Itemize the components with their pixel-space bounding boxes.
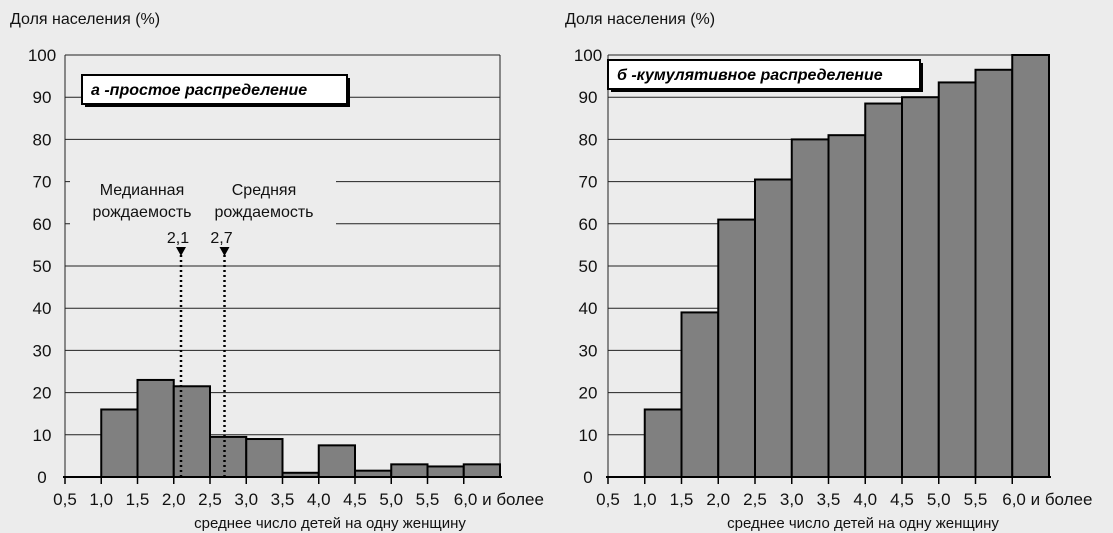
bar-5 — [790, 138, 830, 478]
panel-label: б -кумулятивное распределение — [617, 67, 883, 84]
bar-10 — [426, 465, 465, 479]
y-tick-label: 20 — [579, 384, 598, 403]
y-tick-label: 60 — [33, 215, 52, 234]
x-tick-label: 3,5 — [817, 490, 841, 509]
x-tick-label: 4,5 — [343, 490, 367, 509]
bar-4 — [754, 178, 793, 479]
y-axis-label: Доля населения (%) — [10, 11, 160, 28]
annotation-value-background — [204, 222, 245, 244]
y-tick-label: 80 — [33, 130, 52, 149]
bar-11 — [1011, 54, 1050, 478]
x-tick-label: 6,0 и более — [454, 490, 544, 509]
x-tick-label: 1,5 — [126, 490, 150, 509]
annotation-line-2: рождаемость — [92, 204, 191, 221]
x-axis-title: среднее число детей на одну женщину — [727, 515, 999, 532]
panel-b-cumulative-distribution: Доля населения (%) 0 10 20 30 40 50 60 70 80 90 100… — [565, 11, 1092, 532]
annotation-arrowhead — [219, 247, 230, 256]
x-tick-label: 4,5 — [890, 490, 914, 509]
x-tick-label: 6,0 и более — [1002, 490, 1092, 509]
x-tick-label: 3,0 — [780, 490, 804, 509]
x-tick-label: 3,5 — [271, 490, 295, 509]
y-tick-label: 100 — [574, 46, 602, 65]
y-tick-label: 30 — [579, 341, 598, 360]
bar-2 — [136, 378, 175, 478]
y-tick-label: 80 — [579, 130, 598, 149]
panel-label-box — [607, 59, 921, 90]
bar-10 — [974, 68, 1014, 479]
y-tick-label: 100 — [28, 46, 56, 65]
annotation-line-1: Медианная — [100, 182, 184, 199]
bar-7 — [317, 444, 356, 479]
x-tick-label: 1,0 — [633, 490, 657, 509]
x-tick-label: 5,5 — [416, 490, 440, 509]
x-tick-label: 5,0 — [379, 490, 403, 509]
y-tick-label: 30 — [33, 341, 52, 360]
y-tick-label: 0 — [37, 468, 46, 487]
y-axis-label: Доля населения (%) — [565, 11, 715, 28]
x-tick-label: 0,5 — [53, 490, 77, 509]
x-tick-label: 1,0 — [89, 490, 113, 509]
y-tick-label: 70 — [33, 173, 52, 192]
x-axis-title: среднее число детей на одну женщину — [194, 515, 466, 532]
bar-3 — [717, 218, 756, 479]
annotation-line-2: рождаемость — [214, 204, 313, 221]
x-tick-label: 5,0 — [927, 490, 951, 509]
panel-label: а -простое распределение — [91, 82, 307, 99]
y-tick-label: 40 — [579, 299, 598, 318]
y-tick-label: 90 — [33, 88, 52, 107]
bar-11 — [462, 463, 501, 478]
bar-6 — [827, 134, 867, 478]
annotation-value: 2,7 — [210, 230, 232, 247]
bar-3 — [172, 385, 211, 478]
annotation-line-1: Средняя — [232, 182, 297, 199]
bar-7 — [864, 102, 903, 478]
x-tick-label: 4,0 — [307, 490, 331, 509]
x-tick-label: 2,0 — [706, 490, 730, 509]
x-tick-label: 2,0 — [162, 490, 186, 509]
annotation-2: Средняя рождаемость 2,7 — [192, 180, 336, 477]
bar-9 — [937, 81, 977, 479]
y-tick-label: 60 — [579, 215, 598, 234]
x-tick-label: 1,5 — [670, 490, 694, 509]
y-tick-label: 50 — [33, 257, 52, 276]
annotation-arrowhead — [176, 247, 186, 256]
y-tick-label: 10 — [579, 426, 598, 445]
y-tick-label: 70 — [579, 173, 598, 192]
y-tick-label: 40 — [33, 299, 52, 318]
bar-1 — [643, 408, 683, 479]
bar-1 — [100, 408, 139, 479]
y-tick-label: 90 — [579, 88, 598, 107]
y-tick-label: 0 — [583, 468, 592, 487]
x-tick-label: 2,5 — [743, 490, 767, 509]
bar-5 — [245, 438, 284, 478]
y-tick-label: 20 — [33, 384, 52, 403]
x-tick-label: 2,5 — [198, 490, 222, 509]
x-tick-label: 5,5 — [964, 490, 988, 509]
annotation-1: Медианная рождаемость 2,1 — [70, 180, 214, 477]
panel-label-box — [81, 74, 348, 105]
bar-8 — [901, 96, 940, 478]
annotation-value-background — [161, 222, 201, 244]
bar-9 — [390, 463, 429, 478]
bar-2 — [680, 311, 720, 479]
bar-4 — [209, 435, 248, 479]
y-tick-label: 50 — [579, 257, 598, 276]
x-tick-label: 4,0 — [853, 490, 877, 509]
y-tick-label: 10 — [33, 426, 52, 445]
x-tick-label: 0,5 — [596, 490, 620, 509]
panel-a-simple-distribution: Доля населения (%) 0 10 20 30 40 50 60 70 80 90 100… — [10, 11, 544, 532]
x-tick-label: 3,0 — [234, 490, 258, 509]
annotation-value: 2,1 — [167, 230, 189, 247]
